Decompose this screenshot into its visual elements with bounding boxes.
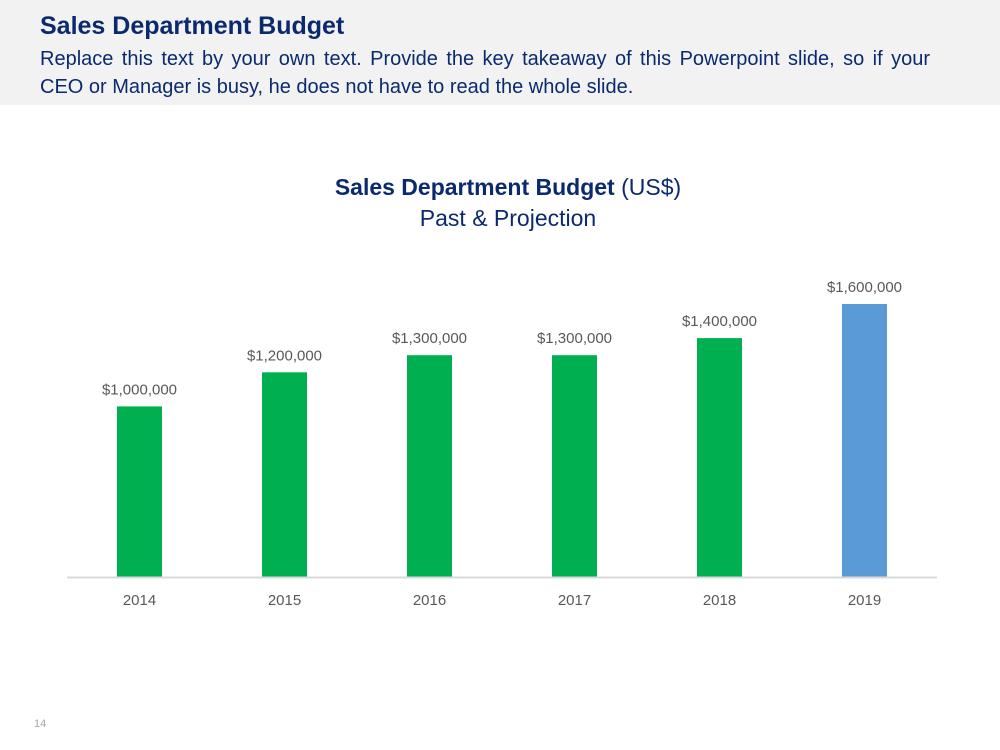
- bar-2015: [262, 372, 307, 577]
- bar-2016: [407, 355, 452, 577]
- x-tick-label-2015: 2015: [268, 592, 301, 609]
- x-tick-label-2018: 2018: [703, 592, 736, 609]
- bar-2018: [697, 338, 742, 577]
- x-tick-label-2014: 2014: [123, 592, 156, 609]
- bar-2019: [842, 304, 887, 577]
- page-number: 14: [34, 718, 47, 730]
- data-label-2017: $1,300,000: [537, 330, 612, 347]
- data-label-2019: $1,600,000: [827, 279, 902, 296]
- x-tick-label-2019: 2019: [848, 592, 881, 609]
- data-label-2018: $1,400,000: [682, 313, 757, 330]
- x-tick-label-2016: 2016: [413, 592, 446, 609]
- x-tick-label-2017: 2017: [558, 592, 591, 609]
- bar-2017: [552, 355, 597, 577]
- takeaway-text: Replace this text by your own text. Prov…: [40, 48, 930, 98]
- chart-title-unit: (US$): [621, 174, 682, 200]
- data-label-2015: $1,200,000: [247, 347, 322, 364]
- slide-title: Sales Department Budget: [40, 12, 345, 40]
- chart-title: Sales Department Budget (US$): [0, 172, 1000, 202]
- bar-2014: [117, 406, 162, 577]
- data-label-2016: $1,300,000: [392, 330, 467, 347]
- data-label-2014: $1,000,000: [102, 381, 177, 398]
- chart-subtitle: Past & Projection: [419, 205, 597, 231]
- header-band: [0, 0, 1000, 105]
- chart-title-bold: Sales Department Budget: [334, 174, 615, 200]
